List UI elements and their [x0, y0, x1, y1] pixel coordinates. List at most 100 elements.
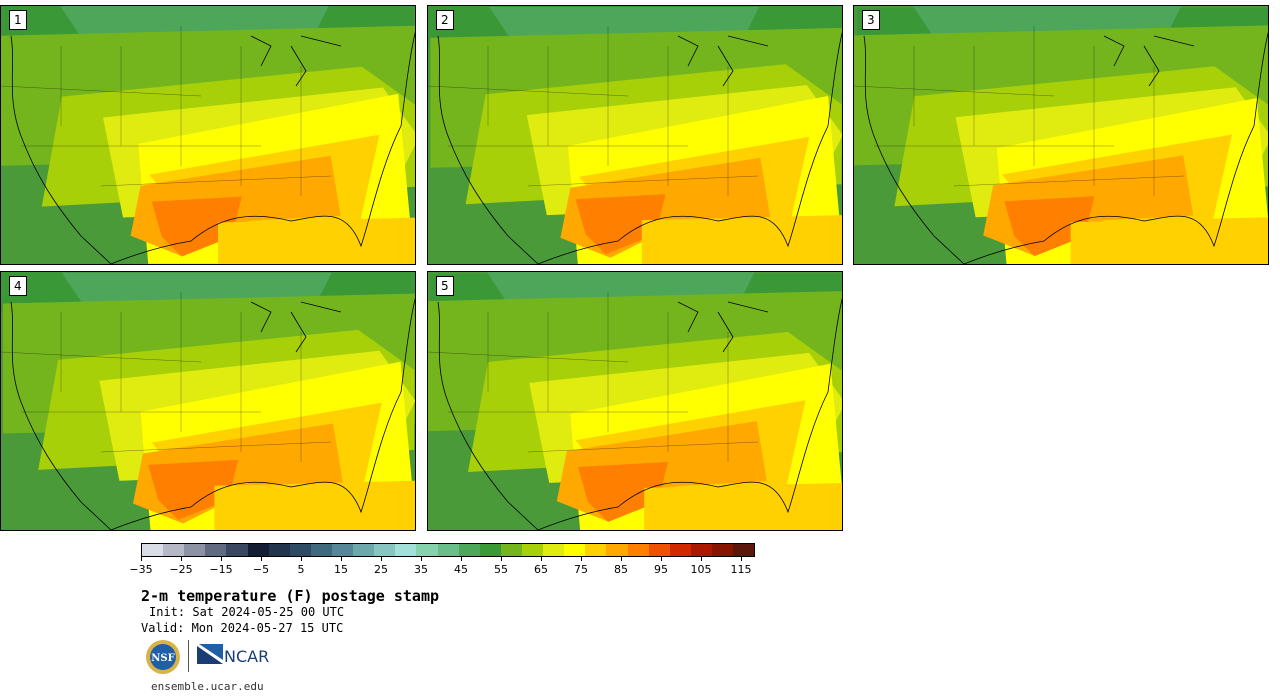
great-lakes [1103, 35, 1195, 87]
colorbar-tick-label: 5 [297, 563, 305, 576]
coastline [863, 31, 1268, 264]
temperature-region [218, 217, 415, 264]
state-borders [854, 85, 1185, 187]
colorbar-swatch [184, 544, 206, 556]
state-borders [487, 26, 729, 196]
panel-label: 5 [436, 276, 454, 296]
map-panel-4: 4 [0, 271, 416, 531]
colorbar-tick-label: 105 [690, 563, 712, 576]
map-panel-3: 3 [853, 5, 1269, 265]
chart-title: 2-m temperature (F) postage stamp [141, 587, 440, 605]
panel-label: 4 [9, 276, 27, 296]
colorbar-tick-label: 95 [654, 563, 668, 576]
colorbar-swatch [416, 544, 438, 556]
colorbar-swatch [268, 544, 290, 556]
colorbar-swatch [163, 544, 185, 556]
colorbar-tick-label: 25 [374, 563, 388, 576]
colorbar-tick [461, 557, 462, 561]
colorbar-swatch [479, 544, 501, 556]
great-lakes [250, 35, 342, 87]
great-lakes [250, 301, 342, 353]
colorbar-tick-label: 45 [454, 563, 468, 576]
colorbar-tick-label: 65 [534, 563, 548, 576]
colorbar-swatch [627, 544, 649, 556]
great-lakes [677, 301, 769, 353]
temperature-map [1, 6, 415, 264]
temperature-map [428, 272, 842, 530]
colorbar-tick-label: 35 [414, 563, 428, 576]
colorbar-tick [341, 557, 342, 561]
map-panel-2: 2 [427, 5, 843, 265]
temperature-region [1070, 217, 1268, 264]
colorbar-swatch [205, 544, 227, 556]
coastline [10, 31, 415, 264]
colorbar-swatch [564, 544, 586, 556]
state-borders [428, 351, 759, 453]
colorbar-tick-label: 75 [574, 563, 588, 576]
coastline [437, 31, 842, 264]
temperature-map [428, 6, 842, 264]
temperature-map [854, 6, 1268, 264]
colorbar-swatch [289, 544, 311, 556]
colorbar-tick [381, 557, 382, 561]
state-borders [428, 85, 759, 187]
state-borders [60, 26, 302, 196]
colorbar-tick [661, 557, 662, 561]
colorbar-swatch [500, 544, 522, 556]
colorbar-tick-label: 115 [730, 563, 752, 576]
colorbar-swatch [585, 544, 607, 556]
ncar-logo [197, 644, 223, 664]
colorbar-swatch [543, 544, 565, 556]
coastline [10, 297, 415, 530]
colorbar-tick-label: −5 [252, 563, 270, 576]
colorbar-swatch [690, 544, 712, 556]
colorbar-tick-label: −25 [169, 563, 193, 576]
colorbar-swatch [606, 544, 628, 556]
colorbar-tick-label: 85 [614, 563, 628, 576]
colorbar-swatch [437, 544, 459, 556]
init-time: Init: Sat 2024-05-25 00 UTC [149, 605, 345, 619]
colorbar-swatch [458, 544, 480, 556]
colorbar-swatch [353, 544, 375, 556]
great-lakes [677, 35, 769, 87]
colorbar-tick [581, 557, 582, 561]
colorbar-swatch [142, 544, 164, 556]
colorbar-tick [421, 557, 422, 561]
state-borders [1, 351, 332, 453]
colorbar-swatch [648, 544, 670, 556]
colorbar-tick-label: 15 [334, 563, 348, 576]
temperature-region [148, 459, 239, 520]
logo-divider [188, 640, 189, 672]
colorbar-swatch [310, 544, 332, 556]
panel-label: 1 [9, 10, 27, 30]
colorbar-tick-label: −35 [129, 563, 153, 576]
state-borders [60, 292, 302, 462]
colorbar-swatch [374, 544, 396, 556]
colorbar-swatch [521, 544, 544, 556]
state-borders [487, 292, 729, 462]
state-borders [913, 26, 1155, 196]
temperature-region [214, 480, 415, 530]
ncar-logo-text: NCAR [224, 647, 270, 666]
colorbar-swatch [669, 544, 691, 556]
colorbar-tick [261, 557, 262, 561]
colorbar-swatch [733, 544, 755, 556]
temperature-region [641, 215, 842, 264]
state-borders [1, 85, 332, 187]
colorbar-swatch [247, 544, 269, 556]
colorbar-tick [501, 557, 502, 561]
colorbar-swatch [711, 544, 734, 556]
valid-time: Valid: Mon 2024-05-27 15 UTC [141, 621, 344, 635]
colorbar-tick [541, 557, 542, 561]
colorbar-tick [621, 557, 622, 561]
panel-label: 3 [862, 10, 880, 30]
temperature-map [1, 272, 415, 530]
colorbar-tick [141, 557, 142, 561]
map-panel-1: 1 [0, 5, 416, 265]
colorbar-tick-label: −15 [209, 563, 233, 576]
panel-label: 2 [436, 10, 454, 30]
colorbar-tick [741, 557, 742, 561]
site-url: ensemble.ucar.edu [151, 680, 264, 693]
colorbar-swatch [395, 544, 417, 556]
nsf-logo: NSF [146, 640, 180, 674]
